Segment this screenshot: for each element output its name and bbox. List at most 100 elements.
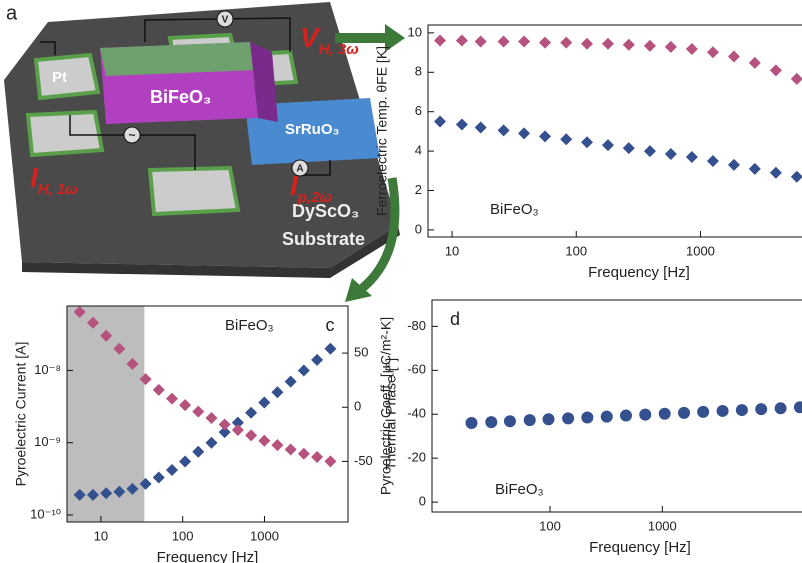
marker (456, 118, 468, 130)
annotation: BiFeO₃ (495, 481, 544, 498)
marker (620, 410, 632, 422)
marker (791, 73, 802, 85)
panel-label: a (6, 2, 18, 24)
marker (736, 404, 748, 416)
marker (153, 384, 165, 396)
subscript: H, 1ω (38, 181, 79, 198)
marker (665, 148, 677, 160)
marker (770, 167, 782, 179)
y-tick-label: -20 (407, 450, 426, 465)
y-tick-label: 10 (408, 24, 422, 39)
marker (623, 39, 635, 51)
marker (524, 414, 536, 426)
marker (728, 159, 740, 171)
marker (581, 412, 593, 424)
marker (324, 343, 336, 355)
marker (539, 130, 551, 142)
x-tick-label: 100 (539, 518, 561, 533)
y-tick-label: 0 (419, 494, 426, 509)
marker (623, 142, 635, 154)
x-axis-title: Frequency [Hz] (157, 549, 259, 563)
marker (639, 409, 651, 421)
marker (465, 417, 477, 429)
marker (271, 439, 283, 451)
marker (581, 136, 593, 148)
y2-tick-label: 50 (354, 345, 368, 360)
y2-tick-label: -50 (354, 453, 373, 468)
marker (539, 37, 551, 49)
marker (770, 64, 782, 76)
pad (28, 112, 102, 155)
x-tick-label: 10 (94, 528, 108, 543)
marker (659, 408, 671, 420)
marker (192, 406, 204, 418)
plot-frame (432, 300, 802, 512)
marker (602, 139, 614, 151)
device-diagram: V ~ A a BiFeO₃ SrRuO₃ Pt DyScO₃ Substrat… (4, 2, 405, 302)
marker (707, 46, 719, 58)
film-label: BiFeO₃ (150, 87, 211, 107)
y-axis-title: Pyroelectric Current [A] (13, 342, 29, 487)
panel-label: c (326, 315, 335, 335)
x-axis-title: Frequency [Hz] (589, 539, 691, 556)
marker (518, 127, 530, 139)
marker (697, 406, 709, 418)
x-tick-label: 1000 (250, 528, 279, 543)
x-tick-label: 100 (172, 528, 194, 543)
marker (245, 407, 257, 419)
marker (485, 416, 497, 428)
marker (707, 155, 719, 167)
marker (258, 435, 270, 447)
y2-tick-label: 0 (354, 399, 361, 414)
pad-label: Pt (52, 69, 67, 86)
marker (518, 36, 530, 48)
marker (749, 57, 761, 69)
marker (153, 472, 165, 484)
marker (166, 393, 178, 405)
y-tick-label: 10⁻⁸ (34, 362, 61, 377)
y-tick-label: 8 (415, 64, 422, 79)
marker (755, 403, 767, 415)
marker (456, 34, 468, 46)
marker (298, 364, 310, 376)
marker (311, 354, 323, 366)
marker (560, 37, 572, 49)
marker (258, 397, 270, 409)
marker (434, 34, 446, 46)
y-tick-label: -80 (407, 318, 426, 333)
marker (581, 38, 593, 50)
marker (232, 424, 244, 436)
marker (601, 411, 613, 423)
marker (686, 151, 698, 163)
x-tick-label: 1000 (648, 518, 677, 533)
marker (498, 124, 510, 136)
y-tick-label: 0 (415, 221, 422, 236)
marker (179, 399, 191, 411)
subscript: H, 3ω (319, 41, 360, 58)
y-axis-title: Pyroelectric Coeff. [μC/m²-K] (378, 317, 394, 495)
x-axis-title: Frequency [Hz] (588, 264, 690, 281)
marker (205, 412, 217, 424)
y-tick-label: 4 (415, 143, 422, 158)
marker (179, 455, 191, 467)
voltmeter-label: V (222, 15, 229, 26)
marker (749, 163, 761, 175)
marker (245, 429, 257, 441)
marker (794, 401, 802, 413)
marker (791, 171, 802, 183)
marker (192, 446, 204, 458)
marker (166, 464, 178, 476)
substrate-label: Substrate (282, 229, 365, 249)
marker (717, 405, 729, 417)
x-tick-label: 100 (565, 243, 587, 258)
subscript: p,2ω (297, 189, 333, 206)
source-label: ~ (128, 128, 135, 142)
y-tick-label: -40 (407, 406, 426, 421)
marker (205, 437, 217, 449)
marker (678, 407, 690, 419)
y-tick-label: 2 (415, 182, 422, 197)
annotation: BiFeO₃ (225, 317, 274, 334)
pad (150, 168, 238, 214)
marker (665, 41, 677, 53)
marker (644, 145, 656, 157)
